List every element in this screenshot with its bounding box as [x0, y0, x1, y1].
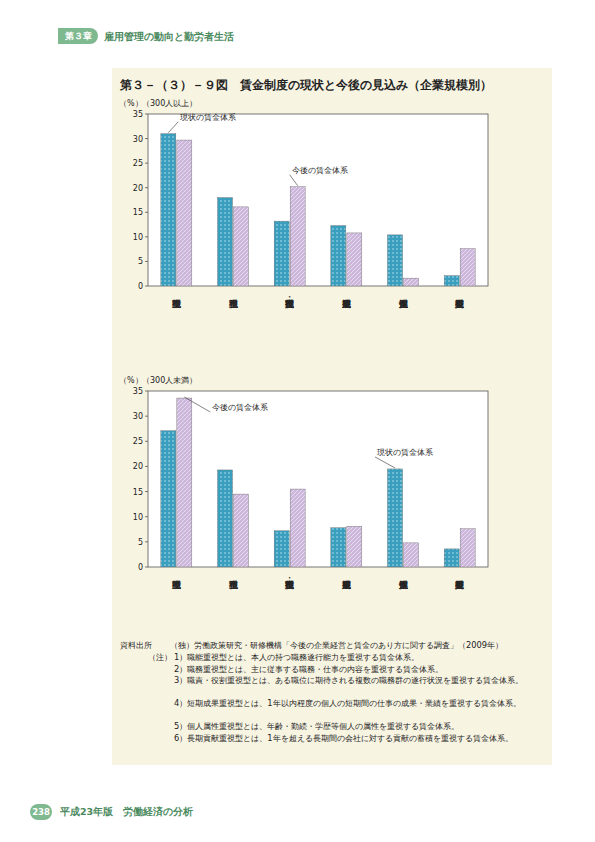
bar [161, 431, 176, 567]
y-tick-label: 30 [133, 135, 143, 144]
callout-line [375, 457, 395, 468]
bar [218, 198, 233, 286]
chapter-title: 雇用管理の動向と勤労者生活 [104, 30, 234, 44]
bar [404, 278, 419, 286]
series-label: 現状の賃金体系 [180, 113, 236, 122]
y-axis-label: （%） [119, 98, 143, 109]
bar [331, 528, 346, 567]
subtitle: （300人未満） [142, 375, 197, 386]
y-tick [145, 441, 148, 442]
y-tick-label: 20 [133, 184, 143, 193]
y-tick-label: 15 [133, 488, 143, 497]
y-tick-label: 10 [133, 233, 143, 242]
bar [404, 543, 419, 567]
y-tick [145, 466, 148, 467]
page-number: 238 [30, 804, 52, 820]
note-item: 1）職能重視型とは、本人の持つ職務遂行能力を重視する賃金体系。 [174, 652, 536, 664]
bar [177, 140, 192, 286]
chart-layer: 05101520253035現状の賃金体系今後の賃金体系051015202530… [0, 0, 595, 842]
series-label: 現状の賃金体系 [377, 448, 433, 457]
plot-frame [148, 114, 488, 286]
series-label: 今後の賃金体系 [212, 403, 268, 412]
callout-line [168, 122, 178, 133]
bar [218, 470, 233, 567]
bar [460, 529, 475, 567]
note-item: 2）職務重視型とは、主に従事する職務・仕事の内容を重視する賃金体系。 [174, 664, 536, 676]
y-tick-label: 35 [133, 387, 143, 396]
y-tick-label: 0 [138, 282, 143, 291]
bar [274, 221, 289, 286]
bar [274, 531, 289, 567]
y-tick [145, 187, 148, 188]
bar [347, 233, 362, 286]
y-axis-label: （%） [119, 375, 143, 386]
y-tick [145, 163, 148, 164]
note-item: 4）短期成果重視型とは、1年以内程度の個人の短期間の仕事の成果・業績を重視する賃… [174, 698, 536, 710]
y-tick-label: 15 [133, 208, 143, 217]
series-label: 今後の賃金体系 [292, 166, 348, 175]
note-item: 6）長期貢献重視型とは、1年を超える長期間の会社に対する貢献の蓄積を重視する賃金… [174, 733, 536, 745]
y-tick [145, 138, 148, 139]
note-item: 3）職責・役割重視型とは、ある職位に期待される複数の職務群の遂行状況を重視する賃… [174, 675, 536, 687]
bar [388, 235, 403, 286]
bars [161, 134, 475, 286]
bar [290, 489, 305, 567]
note-item: 5）個人属性重視型とは、年齢・勤続・学歴等個人の属性を重視する賃金体系。 [174, 721, 536, 733]
footer-title: 平成23年版 労働経済の分析 [60, 806, 193, 819]
bar [460, 249, 475, 286]
bars [161, 398, 475, 567]
bar [388, 469, 403, 567]
bar [444, 549, 459, 567]
y-tick-label: 25 [133, 437, 143, 446]
y-tick [145, 212, 148, 213]
callout-line [290, 175, 298, 186]
y-tick [145, 491, 148, 492]
y-tick [145, 567, 148, 568]
bar [331, 226, 346, 286]
y-tick [145, 286, 148, 287]
bar [347, 526, 362, 567]
y-tick [145, 261, 148, 262]
notes-label: （注） [148, 652, 172, 664]
bar [444, 276, 459, 286]
bar [177, 398, 192, 567]
y-tick [145, 236, 148, 237]
y-tick-label: 35 [133, 110, 143, 119]
figure-title: 第３－（３）－９図 賃金制度の現状と今後の見込み（企業規模別） [120, 78, 492, 93]
y-tick [145, 391, 148, 392]
chapter-tab: 第３章 [58, 28, 98, 44]
y-tick-label: 5 [138, 257, 143, 266]
source-label: 資料出所 [120, 640, 152, 652]
plot-frame [148, 391, 488, 567]
y-tick-label: 30 [133, 412, 143, 421]
y-tick-label: 20 [133, 462, 143, 471]
y-tick-label: 25 [133, 159, 143, 168]
bar [161, 134, 176, 286]
y-tick [145, 114, 148, 115]
bar [234, 207, 249, 286]
y-tick [145, 516, 148, 517]
bar [290, 187, 305, 286]
y-tick [145, 416, 148, 417]
bar [234, 494, 249, 567]
y-tick-label: 5 [138, 538, 143, 547]
source-text: （独）労働政策研究・研修機構「今後の企業経営と賃金のあり方に関する調査」（200… [170, 640, 550, 652]
y-tick-label: 10 [133, 513, 143, 522]
y-tick-label: 0 [138, 563, 143, 572]
callout-line [184, 397, 210, 412]
y-tick [145, 541, 148, 542]
subtitle: （300人以上） [142, 98, 197, 109]
